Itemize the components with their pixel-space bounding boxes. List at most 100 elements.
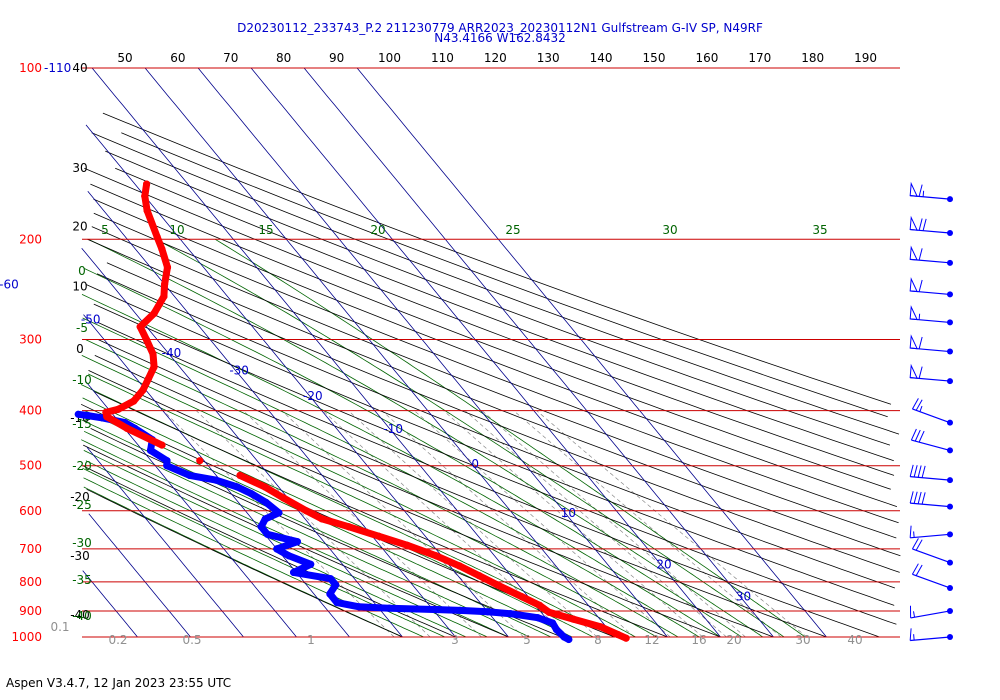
pressure-label: 400 <box>19 404 42 418</box>
dewpoint-segment <box>355 603 393 612</box>
dry-adiabat-line <box>93 390 668 638</box>
isotherm-line <box>356 67 827 638</box>
isotherm-label: 30 <box>736 590 751 604</box>
wind-barb-feather <box>918 218 923 231</box>
dry-adiabat-line <box>85 283 895 606</box>
isotherm-line <box>87 191 456 638</box>
isotherm-line <box>81 247 403 638</box>
wind-barbs <box>909 181 953 642</box>
wind-barb-feather <box>918 184 923 197</box>
wind-barb-staff <box>910 502 951 508</box>
wind-barb-feather <box>918 430 925 443</box>
wind-barb-feather <box>918 336 923 349</box>
moist-adiabat-left-label: -40 <box>72 609 92 623</box>
temperature-segment <box>493 581 526 601</box>
temperature-segment <box>280 494 310 515</box>
moist-adiabat-line <box>83 477 424 638</box>
wind-barb <box>911 563 953 591</box>
isotherm-label: 10 <box>561 506 576 520</box>
axis-labels: 1002003004005006007008009001000-110-100-… <box>0 51 877 647</box>
pressure-label: 600 <box>19 504 42 518</box>
temperature-segment <box>375 532 411 549</box>
mixing-ratio-label: 8 <box>594 633 602 647</box>
moist-adiabat-line <box>81 355 658 638</box>
wind-barb <box>911 538 953 566</box>
footer-version: Aspen V3.4.7, 12 Jan 2023 23:55 UTC <box>6 676 232 690</box>
wind-barb-half-feather <box>918 313 921 320</box>
moist-adiabat-line <box>83 268 742 638</box>
dewpoint-segment <box>413 605 442 614</box>
wind-barb-feather <box>918 279 923 292</box>
mixing-ratio-label: 0.1 <box>50 620 69 634</box>
dry-adiabat-line <box>86 488 403 638</box>
chart-title-line1: D20230112_233743_P.2 211230779 ARR2023_2… <box>237 21 763 35</box>
fahrenheit-label: 70 <box>223 51 238 65</box>
temperature-point <box>196 457 204 465</box>
isotherm-line <box>86 447 244 638</box>
mixing-ratio-label: 30 <box>795 633 810 647</box>
dry-adiabat-line <box>115 167 894 462</box>
moist-adiabat-left-label: -15 <box>72 417 92 431</box>
moist-adiabat-left-label: -25 <box>72 498 92 512</box>
dry-adiabat-line <box>102 112 892 405</box>
fahrenheit-label: 130 <box>537 51 560 65</box>
isotherm-label: 20 <box>656 558 671 572</box>
wind-barb-flag <box>909 305 918 321</box>
wind-barb-flag <box>909 363 918 379</box>
temperature-segment <box>455 562 483 580</box>
isotherm-line <box>88 513 191 638</box>
left-temp-label: -30 <box>70 549 90 563</box>
wind-barb-feather <box>921 465 926 478</box>
wind-barb-feather <box>917 465 922 478</box>
wind-barb-half-feather <box>913 634 915 641</box>
moist-adiabat-left-label: -30 <box>72 536 92 550</box>
dewpoint-profile <box>74 410 573 644</box>
wind-barb-staff <box>912 408 951 424</box>
dry-adiabat-line <box>83 444 509 638</box>
mixing-ratio-line <box>381 410 635 638</box>
wind-barb-staff <box>912 573 951 589</box>
wind-barb-feather <box>909 525 912 538</box>
wind-barb-half-feather <box>913 531 915 538</box>
wind-barb <box>909 491 953 510</box>
wind-barb-staff <box>912 548 951 564</box>
isotherm-line <box>83 314 350 638</box>
fahrenheit-label: 50 <box>117 51 132 65</box>
dry-adiabat-line <box>93 212 899 524</box>
wind-barb-feather <box>910 428 917 441</box>
dewpoint-segment <box>484 608 514 618</box>
mixing-ratio-label: 20 <box>726 633 741 647</box>
left-temp-label: 30 <box>72 161 87 175</box>
isotherm-line <box>144 67 615 638</box>
wind-barb-feather <box>915 539 923 551</box>
pressure-label: 700 <box>19 542 42 556</box>
wind-barb-feather <box>911 538 919 550</box>
moist-adiabat-left-label: -35 <box>72 573 92 587</box>
wind-barb <box>909 464 953 484</box>
moist-adiabat-label: 35 <box>812 223 827 237</box>
mixing-ratio-label: 1 <box>307 633 315 647</box>
wind-barb <box>909 628 953 642</box>
mixing-ratio-label: 0.2 <box>108 633 127 647</box>
dry-adiabat-line <box>82 465 456 638</box>
wind-barb <box>909 305 953 326</box>
pressure-label: 200 <box>19 232 42 246</box>
mixing-ratio-line <box>195 410 431 638</box>
chart-title-line2: N43.4166 W162.8432 <box>434 31 566 45</box>
temperature-segment <box>261 483 288 502</box>
wind-barb <box>909 215 953 237</box>
wind-barb-staff <box>910 533 951 539</box>
wind-barb <box>910 428 953 454</box>
wind-barb-feather <box>918 248 923 261</box>
moist-adiabat-label: 20 <box>370 223 385 237</box>
left-temp-label: -20 <box>70 490 90 504</box>
isotherm-label: 0 <box>471 457 479 471</box>
fahrenheit-label: 120 <box>484 51 507 65</box>
wind-barb-flag <box>909 215 918 231</box>
wind-barb-feather <box>915 399 923 411</box>
wind-barb <box>909 363 953 385</box>
mixing-ratio-label: 0.5 <box>182 633 201 647</box>
isotherm-label: -20 <box>303 389 323 403</box>
temperature-segment <box>403 541 440 560</box>
moist-adiabat-left-label: -20 <box>72 459 92 473</box>
